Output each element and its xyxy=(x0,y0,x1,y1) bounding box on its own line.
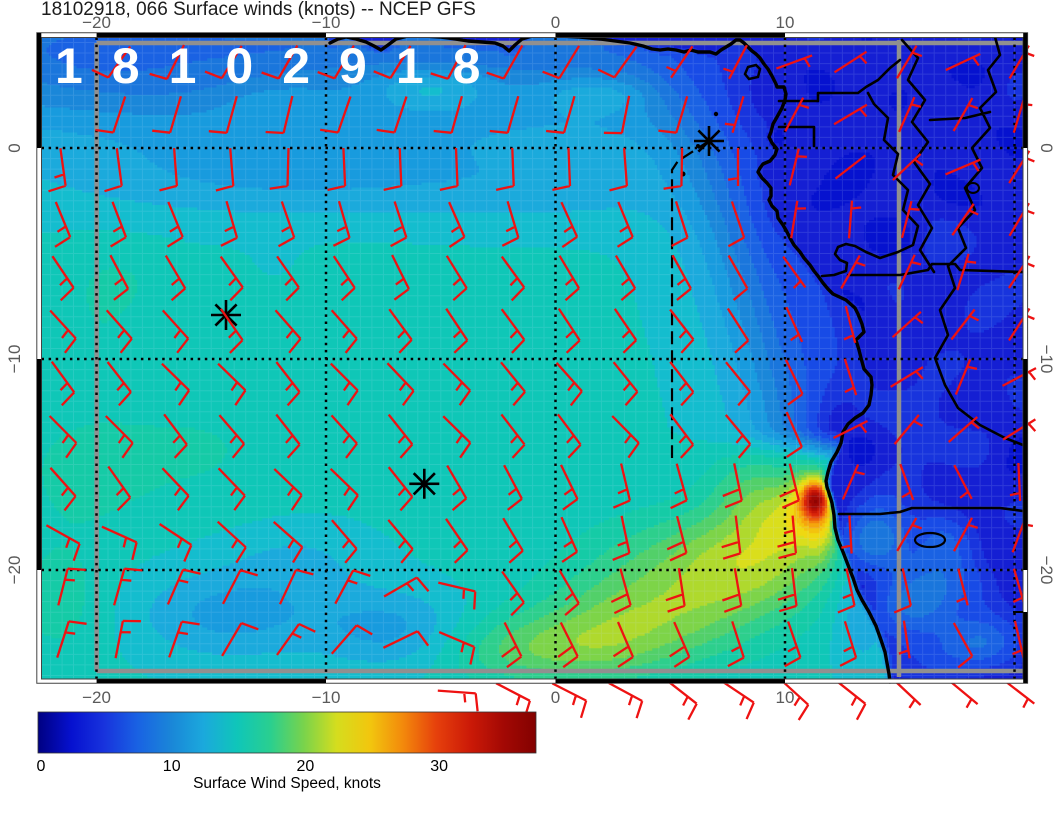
svg-text:0: 0 xyxy=(551,13,560,32)
svg-text:−20: −20 xyxy=(82,688,111,707)
svg-text:−20: −20 xyxy=(5,556,24,585)
svg-text:18102918, 066 Surface winds (k: 18102918, 066 Surface winds (knots) -- N… xyxy=(41,0,476,20)
svg-text:18102918: 18102918 xyxy=(55,38,509,94)
svg-text:30: 30 xyxy=(430,758,448,775)
svg-text:−10: −10 xyxy=(1037,345,1056,374)
svg-text:−10: −10 xyxy=(5,345,24,374)
svg-text:0: 0 xyxy=(551,688,560,707)
svg-text:−20: −20 xyxy=(82,13,111,32)
svg-text:0: 0 xyxy=(1037,143,1056,152)
svg-text:0: 0 xyxy=(5,143,24,152)
svg-text:20: 20 xyxy=(297,758,315,775)
svg-text:10: 10 xyxy=(776,688,795,707)
svg-text:Surface Wind Speed, knots: Surface Wind Speed, knots xyxy=(193,775,381,792)
svg-text:−10: −10 xyxy=(312,13,341,32)
svg-text:−20: −20 xyxy=(1037,556,1056,585)
svg-text:0: 0 xyxy=(37,758,46,775)
svg-text:10: 10 xyxy=(163,758,181,775)
svg-text:−10: −10 xyxy=(312,688,341,707)
svg-text:10: 10 xyxy=(776,13,795,32)
